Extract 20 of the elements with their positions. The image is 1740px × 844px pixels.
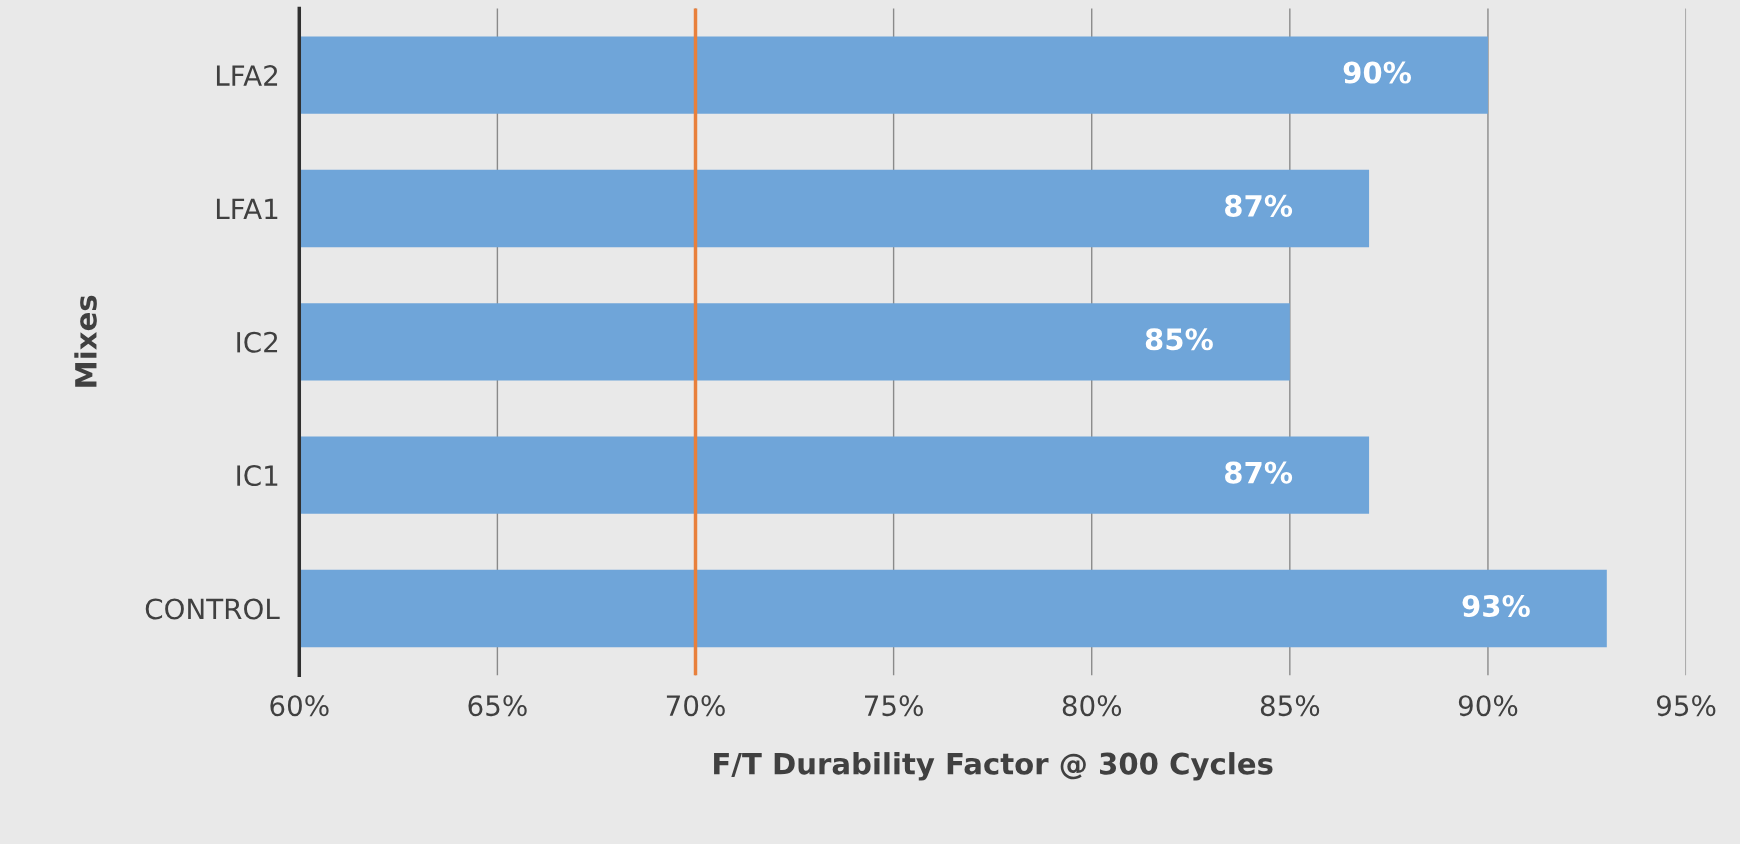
x-tick-label: 85% (1260, 695, 1320, 717)
x-tick-label: 90% (1458, 695, 1518, 717)
y-axis-title: Mixes (74, 295, 97, 387)
data-label: 93% (1462, 594, 1530, 617)
data-label: 85% (1145, 328, 1213, 351)
x-tick-label: 65% (468, 695, 527, 717)
x-axis-title: F/T Durability Factor @ 300 Cycles (714, 752, 1273, 781)
x-tick-label: 95% (1656, 695, 1716, 717)
data-label: 90% (1343, 61, 1411, 84)
data-label: 87% (1225, 194, 1293, 217)
y-tick-label: IC2 (237, 331, 278, 353)
data-label: 87% (1225, 461, 1293, 484)
y-tick-label: IC1 (237, 465, 278, 487)
y-tick-label: CONTROL (145, 598, 280, 620)
y-tick-label: LFA2 (216, 65, 278, 86)
x-tick-label: 80% (1062, 695, 1122, 717)
x-tick-label: 75% (865, 695, 923, 717)
y-tick-label: LFA1 (216, 198, 278, 220)
x-tick-label: 60% (270, 695, 329, 717)
x-tick-label: 70% (666, 695, 725, 717)
